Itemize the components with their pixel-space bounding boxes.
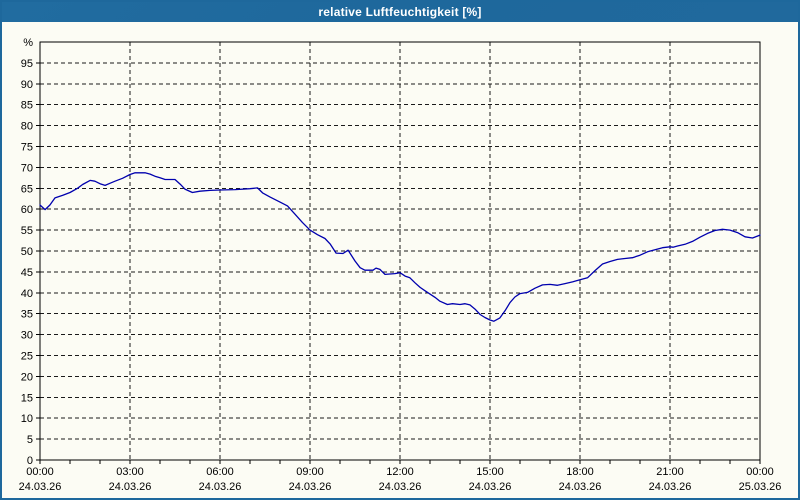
plot-frame bbox=[39, 41, 761, 461]
x-tick-time-label: 00:00 bbox=[746, 466, 774, 478]
x-tick-date-label: 24.03.26 bbox=[289, 481, 332, 493]
x-tick-time-label: 09:00 bbox=[296, 466, 324, 478]
x-tick-time-label: 18:00 bbox=[566, 466, 594, 478]
axis-ticks bbox=[36, 62, 761, 464]
humidity-series-line bbox=[39, 172, 761, 322]
window-title-bar[interactable]: relative Luftfeuchtigkeit [%] bbox=[2, 2, 798, 22]
y-tick-label: 65 bbox=[21, 183, 33, 195]
x-tick-date-label: 24.03.26 bbox=[109, 481, 152, 493]
x-tick-time-label: 15:00 bbox=[476, 466, 504, 478]
y-tick-label: 90 bbox=[21, 79, 33, 91]
y-axis-unit-label: % bbox=[23, 37, 33, 49]
window-title: relative Luftfeuchtigkeit [%] bbox=[318, 5, 482, 19]
x-tick-time-label: 21:00 bbox=[656, 466, 684, 478]
y-tick-label: 15 bbox=[21, 392, 33, 404]
y-tick-label: 0 bbox=[27, 455, 33, 467]
y-tick-label: 35 bbox=[21, 309, 33, 321]
y-axis-labels: 0 5 10 15 20 25 30 35 40 45 50 55 60 65 70 75 80 85 90 95% bbox=[21, 37, 33, 467]
x-tick-date-label: 24.03.26 bbox=[199, 481, 242, 493]
y-tick-label: 60 bbox=[21, 204, 33, 216]
x-tick-time-label: 12:00 bbox=[386, 466, 414, 478]
chart-area: 0 5 10 15 20 25 30 35 40 45 50 55 60 65 70 75 80 85 90 95% 0… bbox=[2, 22, 798, 498]
y-tick-label: 5 bbox=[27, 434, 33, 446]
y-tick-label: 85 bbox=[21, 100, 33, 112]
y-tick-label: 70 bbox=[21, 162, 33, 174]
y-tick-label: 40 bbox=[21, 288, 33, 300]
y-tick-label: 30 bbox=[21, 330, 33, 342]
x-tick-time-label: 03:00 bbox=[116, 466, 144, 478]
y-tick-label: 20 bbox=[21, 371, 33, 383]
y-tick-label: 50 bbox=[21, 246, 33, 258]
x-tick-date-label: 24.03.26 bbox=[469, 481, 512, 493]
y-tick-label: 10 bbox=[21, 413, 33, 425]
y-tick-label: 55 bbox=[21, 225, 33, 237]
x-tick-date-label: 24.03.26 bbox=[19, 481, 62, 493]
gridlines bbox=[40, 42, 760, 460]
x-tick-date-label: 24.03.26 bbox=[649, 481, 692, 493]
y-tick-label: 75 bbox=[21, 142, 33, 154]
humidity-line-chart: 05101520253035404550556065707580859095%0… bbox=[19, 37, 782, 493]
y-tick-label: 80 bbox=[21, 121, 33, 133]
x-tick-date-label: 24.03.26 bbox=[379, 481, 422, 493]
x-tick-date-label: 24.03.26 bbox=[559, 481, 602, 493]
x-axis-labels: 00:00 24.03.26 03:00 24.03.26 06:00 24.03.26 0… bbox=[19, 466, 782, 493]
x-tick-date-label: 25.03.26 bbox=[739, 481, 782, 493]
y-tick-label: 95 bbox=[21, 58, 33, 70]
y-tick-label: 25 bbox=[21, 351, 33, 363]
x-tick-time-label: 06:00 bbox=[206, 466, 234, 478]
x-tick-time-label: 00:00 bbox=[26, 466, 54, 478]
y-tick-label: 45 bbox=[21, 267, 33, 279]
